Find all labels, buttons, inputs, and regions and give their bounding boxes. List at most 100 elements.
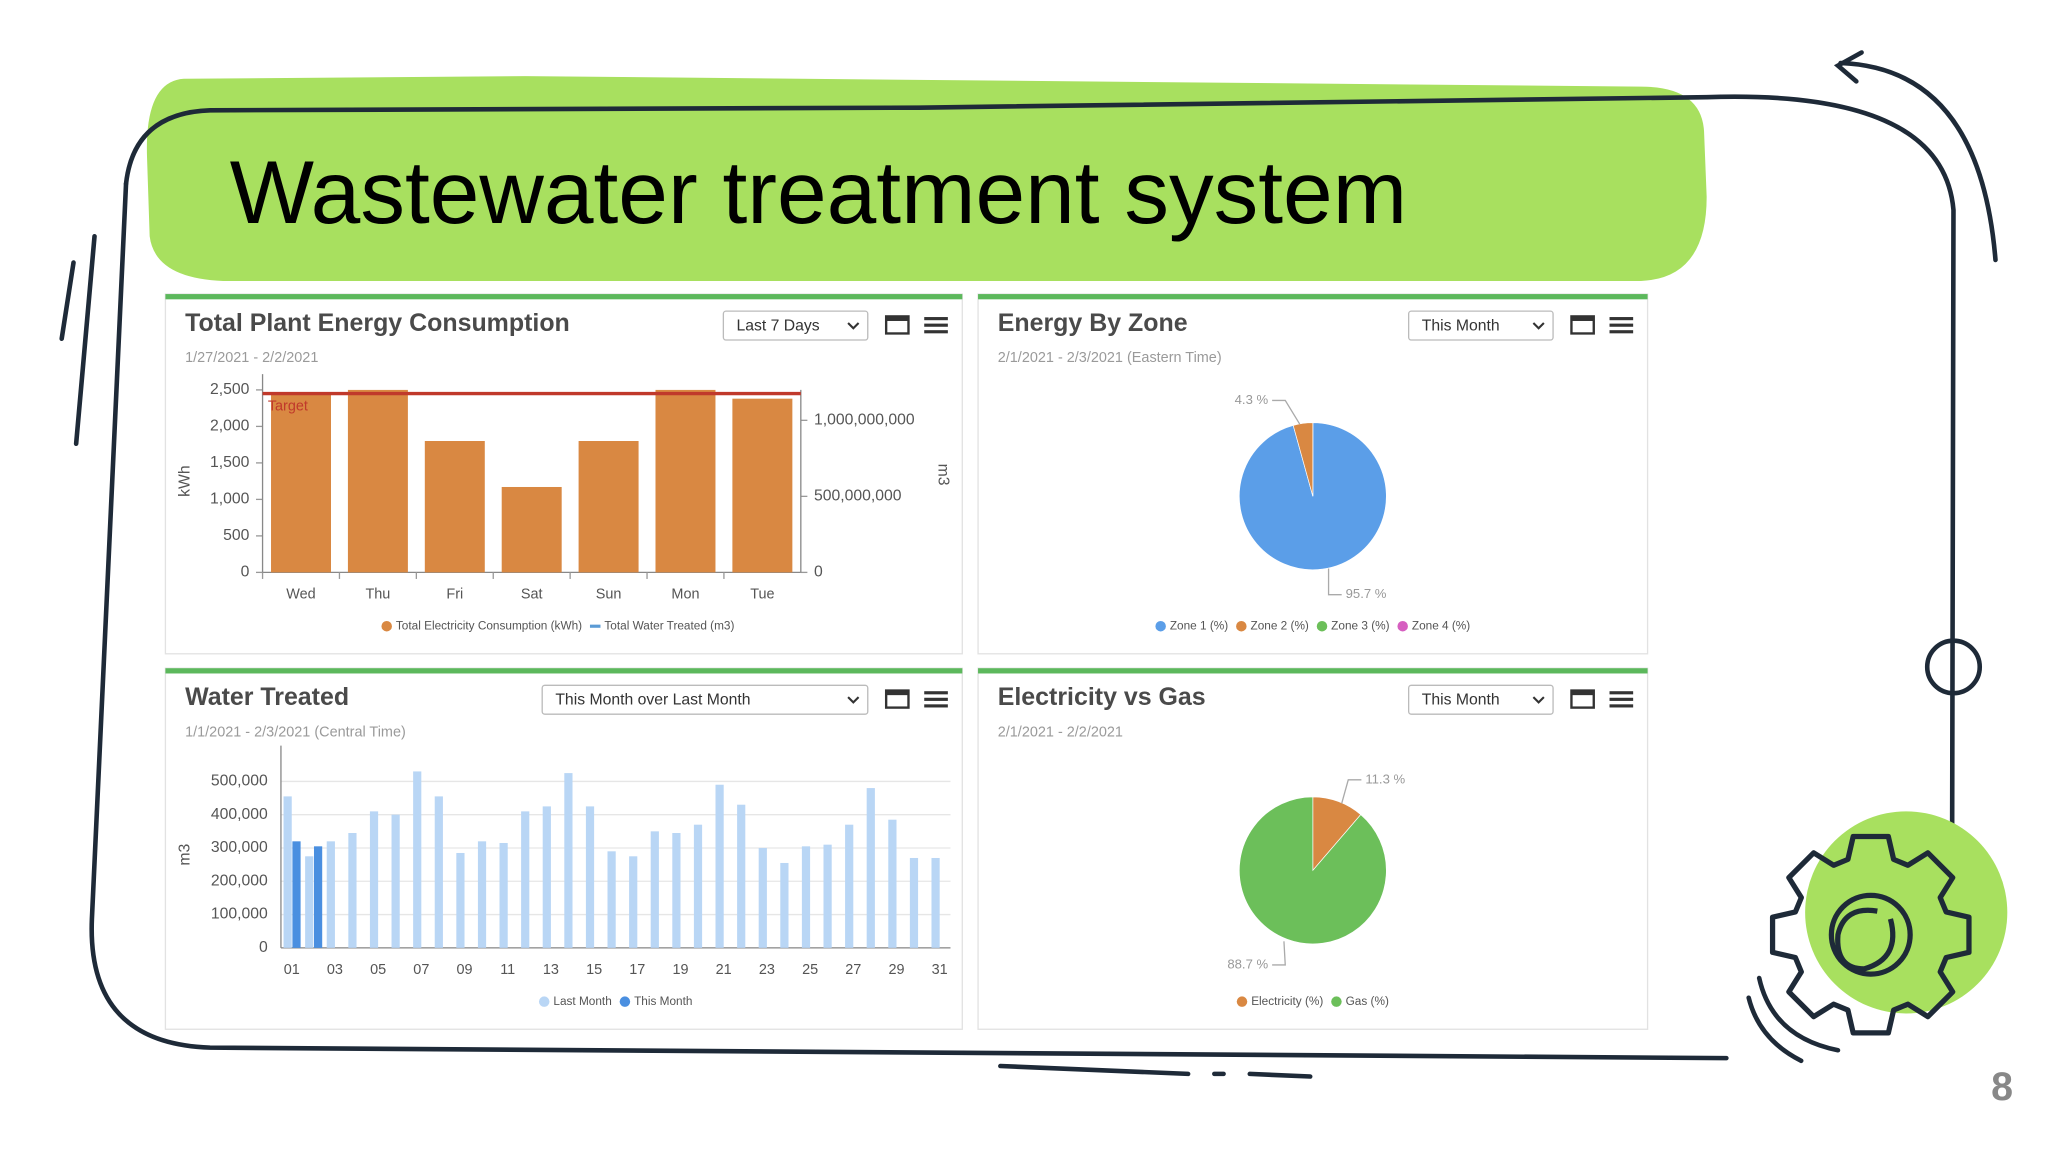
period-dropdown[interactable]: This Month xyxy=(1408,310,1554,341)
bar xyxy=(801,846,811,948)
maximize-icon-bar[interactable] xyxy=(886,316,909,321)
x-tick-label: 17 xyxy=(629,962,645,978)
bar xyxy=(434,796,443,948)
menu-icon-line[interactable] xyxy=(1609,697,1634,701)
y-tick-label: 400,000 xyxy=(211,806,268,823)
menu-icon-line[interactable] xyxy=(1609,323,1634,327)
dropdown-box[interactable] xyxy=(722,310,869,341)
legend: Last Month This Month xyxy=(538,994,692,1008)
menu-icon-line[interactable] xyxy=(924,697,948,701)
dropdown-chevron[interactable] xyxy=(1532,696,1545,704)
y-tick-label: 500,000 xyxy=(211,773,268,790)
menu-button[interactable] xyxy=(924,317,948,334)
bar xyxy=(629,856,638,948)
x-tick-label: Wed xyxy=(286,587,315,603)
menu-button[interactable] xyxy=(1609,317,1634,334)
legend-swatch xyxy=(1236,620,1247,632)
y-tick-label: 0 xyxy=(259,939,268,956)
menu-icon-line[interactable] xyxy=(924,691,948,695)
bar xyxy=(501,486,562,573)
panel-subtitle: 1/27/2021 - 2/2/2021 xyxy=(185,350,318,366)
maximize-button[interactable] xyxy=(884,689,910,709)
legend: Electricity (%) Gas (%) xyxy=(1236,994,1389,1008)
legend-item: Zone 3 (%) xyxy=(1316,618,1390,632)
dropdown-chevron[interactable] xyxy=(847,322,860,330)
maximize-button[interactable] xyxy=(1570,689,1595,709)
menu-button[interactable] xyxy=(1609,691,1634,708)
y-axis-title: m3 xyxy=(176,843,193,865)
bar xyxy=(283,796,292,948)
period-dropdown[interactable]: Last 7 Days xyxy=(722,310,869,341)
dropdown-chevron[interactable] xyxy=(847,696,860,704)
maximize-icon-bar[interactable] xyxy=(1571,316,1594,321)
legend-swatch xyxy=(1316,620,1328,632)
y-tick-label: 300,000 xyxy=(211,839,268,856)
bar xyxy=(780,862,789,948)
y-tick-label: 2,500 xyxy=(210,381,250,398)
menu-icon-line[interactable] xyxy=(1609,330,1634,334)
dropdown-box[interactable] xyxy=(1408,310,1554,341)
dropdown-value[interactable]: This Month xyxy=(1422,692,1500,709)
panel-accent-bar xyxy=(978,668,1648,674)
x-tick-label: 03 xyxy=(327,962,343,978)
maximize-button[interactable] xyxy=(1570,315,1595,335)
y-tick-label: 500 xyxy=(223,527,250,544)
x-tick-label: 23 xyxy=(759,962,775,978)
legend-label: Total Water Treated (m3) xyxy=(604,618,734,632)
x-tick-label: 29 xyxy=(888,962,904,978)
dropdown-chevron[interactable] xyxy=(1532,322,1545,330)
gear-outline xyxy=(1769,833,1972,1036)
period-dropdown[interactable]: This Month xyxy=(1408,684,1554,715)
dropdown-box[interactable] xyxy=(541,684,869,715)
bar xyxy=(845,824,854,948)
y-tick-label: 0 xyxy=(241,564,250,581)
dropdown-value[interactable]: This Month over Last Month xyxy=(555,692,750,709)
bar xyxy=(271,393,331,573)
panel-title: Total Plant Energy Consumption xyxy=(185,309,570,337)
menu-icon-line[interactable] xyxy=(924,317,948,321)
bar xyxy=(326,841,335,948)
legend-item: Zone 2 (%) xyxy=(1236,618,1309,632)
bar xyxy=(578,441,639,573)
x-tick-label: 05 xyxy=(370,962,386,978)
menu-icon-line[interactable] xyxy=(1609,691,1634,695)
bar xyxy=(607,851,616,948)
bar xyxy=(456,852,465,948)
maximize-icon-bar[interactable] xyxy=(1571,690,1594,696)
bar xyxy=(823,844,832,948)
bar xyxy=(737,804,746,948)
legend-item: Zone 4 (%) xyxy=(1397,618,1470,632)
target-label: Target xyxy=(268,398,308,414)
dropdown-value[interactable]: Last 7 Days xyxy=(736,317,819,334)
hand-drawn-frame xyxy=(59,50,1998,1079)
y2-tick-label: 500,000,000 xyxy=(814,488,902,505)
menu-button[interactable] xyxy=(924,691,948,708)
dropdown-box[interactable] xyxy=(1408,684,1554,715)
bar xyxy=(521,811,530,948)
x-tick-label: 07 xyxy=(413,962,429,978)
menu-icon-line[interactable] xyxy=(924,330,948,334)
dropdown-value[interactable]: This Month xyxy=(1422,317,1500,334)
maximize-icon-bar[interactable] xyxy=(886,690,909,696)
pie-slice xyxy=(1239,796,1387,945)
x-tick-label: 13 xyxy=(543,962,559,978)
period-dropdown[interactable]: This Month over Last Month xyxy=(541,684,869,715)
menu-icon-line[interactable] xyxy=(1609,704,1634,708)
bar xyxy=(499,842,508,948)
pie-leader-line xyxy=(1327,568,1342,596)
title-banner xyxy=(146,76,1707,281)
maximize-button[interactable] xyxy=(884,315,910,335)
pie-value-label: 88.7 % xyxy=(1227,956,1268,971)
menu-icon-line[interactable] xyxy=(924,323,948,327)
bar xyxy=(655,389,716,573)
menu-icon-line[interactable] xyxy=(924,704,948,708)
bar xyxy=(931,857,940,948)
bar xyxy=(909,857,919,948)
legend-label: Zone 3 (%) xyxy=(1331,618,1389,632)
menu-icon-line[interactable] xyxy=(1609,317,1634,321)
legend-label: Zone 1 (%) xyxy=(1170,618,1228,632)
y-tick-label: 100,000 xyxy=(211,906,268,923)
legend-swatch xyxy=(381,620,392,632)
